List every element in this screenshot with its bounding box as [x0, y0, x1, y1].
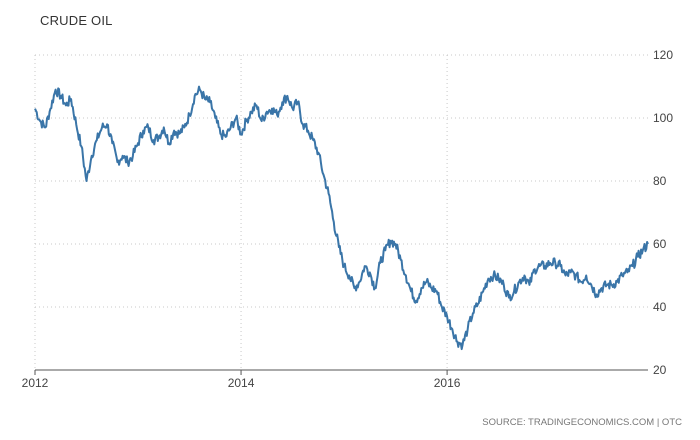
y-tick-label: 80: [653, 174, 667, 188]
crude-oil-price-line: [34, 85, 649, 351]
x-tick-label: 2016: [434, 376, 461, 390]
chart-title: CRUDE OIL: [40, 13, 113, 28]
y-tick-label: 120: [653, 48, 673, 62]
y-tick-label: 40: [653, 300, 667, 314]
y-tick-label: 60: [653, 237, 667, 251]
y-tick-label: 100: [653, 111, 673, 125]
grid-lines: [34, 54, 648, 370]
x-tick-label: 2014: [228, 376, 255, 390]
x-axis-ticks: 2012 2014 2016: [22, 370, 461, 390]
y-tick-label: 20: [653, 363, 667, 377]
y-axis-ticks: 20 40 60 80 100 120: [653, 48, 673, 377]
source-note: SOURCE: TRADINGECONOMICS.COM | OTC: [482, 417, 682, 428]
x-tick-label: 2012: [22, 376, 49, 390]
